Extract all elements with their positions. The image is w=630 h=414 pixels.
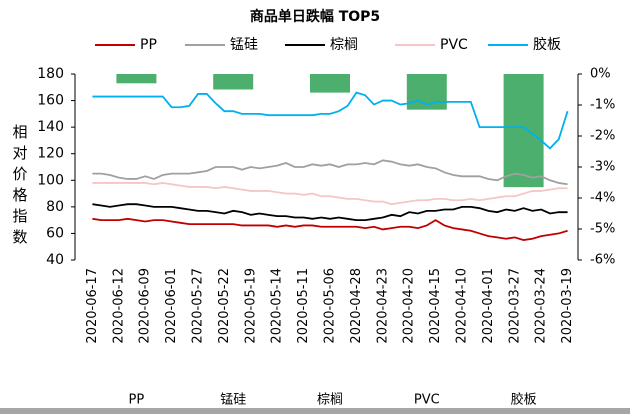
y-tick-label: 100 bbox=[37, 172, 64, 188]
series-line bbox=[92, 203, 568, 222]
legend-label: 锰硅 bbox=[230, 37, 258, 53]
bar-category-label: PP bbox=[129, 393, 145, 408]
bar bbox=[213, 74, 254, 90]
series-line bbox=[92, 91, 569, 150]
x-tick-label: 2020-05-27 bbox=[191, 268, 206, 344]
y-tick-label: 180 bbox=[37, 66, 64, 82]
legend-label: 棕榈 bbox=[330, 37, 358, 53]
y-axis-label: 相对价格指数 bbox=[12, 123, 27, 246]
y2-tick-label: -1% bbox=[590, 98, 615, 113]
x-tick-label: 2020-03-19 bbox=[560, 268, 575, 344]
bottom-strip bbox=[0, 408, 630, 414]
y-tick-label: 80 bbox=[46, 199, 64, 215]
bar-category-label: 棕榈 bbox=[317, 393, 343, 408]
x-tick-label: 2020-06-01 bbox=[164, 268, 179, 344]
x-tick-label: 2020-04-20 bbox=[402, 268, 417, 344]
y2-tick-label: -3% bbox=[590, 160, 615, 175]
bar bbox=[310, 74, 350, 93]
y2-tick-label: -4% bbox=[590, 191, 615, 206]
y2-tick-label: -2% bbox=[590, 129, 615, 144]
y-tick-label: 120 bbox=[37, 146, 64, 162]
x-tick-label: 2020-04-15 bbox=[428, 268, 443, 344]
y2-tick-label: -5% bbox=[590, 222, 615, 237]
y-tick-label: 140 bbox=[37, 119, 64, 135]
x-tick-label: 2020-04-23 bbox=[375, 268, 390, 344]
x-tick-label: 2020-06-12 bbox=[111, 268, 126, 344]
bar bbox=[116, 74, 157, 84]
series-line bbox=[92, 217, 568, 241]
y-tick-label: 60 bbox=[46, 225, 64, 241]
series-line bbox=[92, 159, 568, 186]
x-tick-label: 2020-03-24 bbox=[534, 268, 549, 344]
x-tick-label: 2020-03-27 bbox=[507, 268, 522, 344]
x-tick-label: 2020-05-22 bbox=[217, 268, 232, 344]
x-tick-label: 2020-05-11 bbox=[296, 268, 311, 344]
x-tick-label: 2020-05-14 bbox=[270, 268, 285, 344]
y2-tick-label: 0% bbox=[590, 67, 611, 82]
chart-title: 商品单日跌幅 TOP5 bbox=[250, 8, 380, 25]
legend-label: 胶板 bbox=[533, 36, 561, 53]
series-line bbox=[92, 182, 568, 206]
legend-label: PP bbox=[140, 37, 157, 53]
legend-label: PVC bbox=[440, 37, 468, 53]
x-tick-label: 2020-05-06 bbox=[323, 268, 338, 344]
bar-category-label: PVC bbox=[414, 393, 440, 408]
x-tick-label: 2020-04-10 bbox=[455, 268, 470, 344]
bar-category-label: 锰硅 bbox=[220, 393, 246, 408]
x-tick-label: 2020-04-01 bbox=[481, 268, 496, 344]
bar-category-label: 胶板 bbox=[511, 392, 537, 408]
x-tick-label: 2020-04-28 bbox=[349, 268, 364, 344]
bar bbox=[503, 74, 544, 188]
x-tick-label: 2020-06-09 bbox=[138, 268, 153, 344]
x-tick-label: 2020-05-19 bbox=[243, 268, 258, 344]
x-tick-label: 2020-06-17 bbox=[85, 268, 100, 344]
y-tick-label: 40 bbox=[46, 252, 64, 268]
y2-tick-label: -6% bbox=[590, 253, 615, 268]
y-tick-label: 160 bbox=[37, 93, 64, 109]
